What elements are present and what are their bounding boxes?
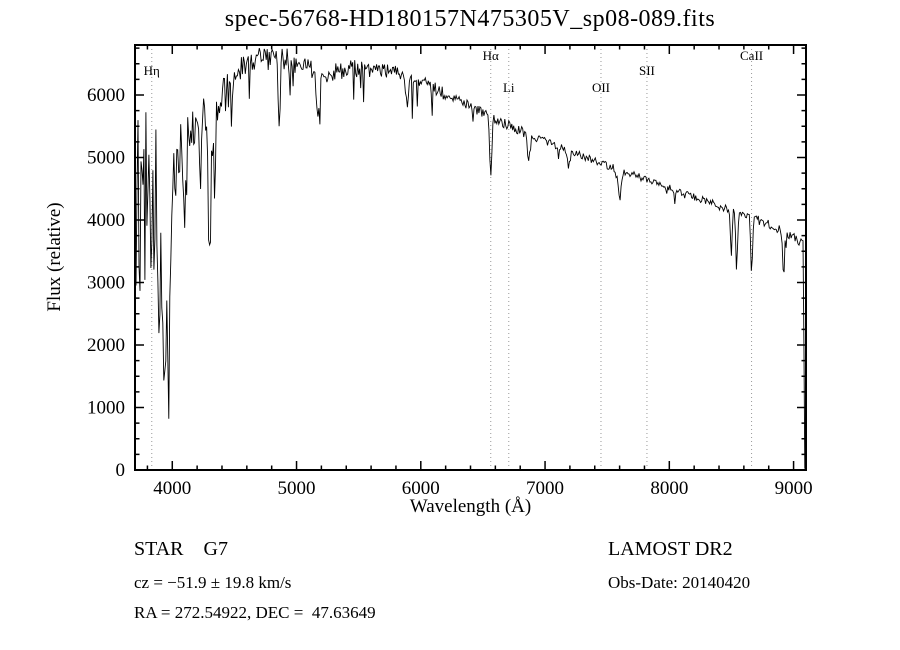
plot-frame <box>134 44 807 471</box>
obs-date-label: Obs-Date: 20140420 <box>608 573 751 592</box>
spectral-line-label: Li <box>503 80 515 95</box>
spectral-line-label: OII <box>592 80 610 95</box>
y-axis-label: Flux (relative) <box>44 202 65 312</box>
cz-value-label: cz = −51.9 ± 19.8 km/s <box>134 573 292 592</box>
x-axis-label: Wavelength (Å) <box>409 496 532 517</box>
x-tick-label: 5000 <box>278 478 316 499</box>
y-tick-label: 0 <box>116 460 126 481</box>
x-tick-label: 6000 <box>402 478 440 499</box>
survey-release-label: LAMOST DR2 <box>608 538 733 560</box>
spectral-line-label: Hη <box>144 63 160 78</box>
plot-title: spec-56768-HD180157N475305V_sp08-089.fit… <box>224 6 716 32</box>
y-tick-label: 4000 <box>87 210 125 231</box>
spectral-line-label: SII <box>639 63 655 78</box>
object-class-label: STAR G7 <box>134 538 228 560</box>
y-tick-label: 5000 <box>87 148 125 169</box>
spectral-line-label: CaII <box>740 48 763 63</box>
x-tick-label: 7000 <box>526 478 564 499</box>
y-tick-label: 3000 <box>87 273 125 294</box>
y-tick-label: 1000 <box>87 398 125 419</box>
spectral-line-label: Hα <box>483 48 499 63</box>
y-tick-label: 2000 <box>87 335 125 356</box>
x-tick-label: 8000 <box>650 478 688 499</box>
x-tick-label: 9000 <box>775 478 813 499</box>
x-tick-label: 4000 <box>153 478 191 499</box>
y-tick-label: 6000 <box>87 85 125 106</box>
spectrum-trace <box>134 47 806 469</box>
ra-dec-label: RA = 272.54922, DEC = 47.63649 <box>134 603 376 622</box>
